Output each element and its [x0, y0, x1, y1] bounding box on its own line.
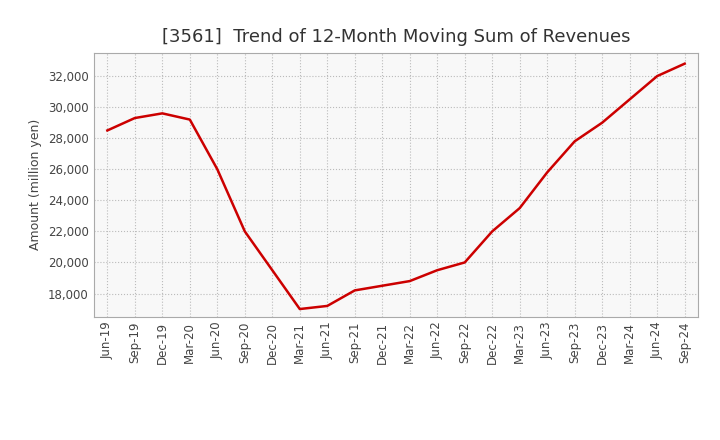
Y-axis label: Amount (million yen): Amount (million yen) [30, 119, 42, 250]
Title: [3561]  Trend of 12-Month Moving Sum of Revenues: [3561] Trend of 12-Month Moving Sum of R… [162, 28, 630, 46]
